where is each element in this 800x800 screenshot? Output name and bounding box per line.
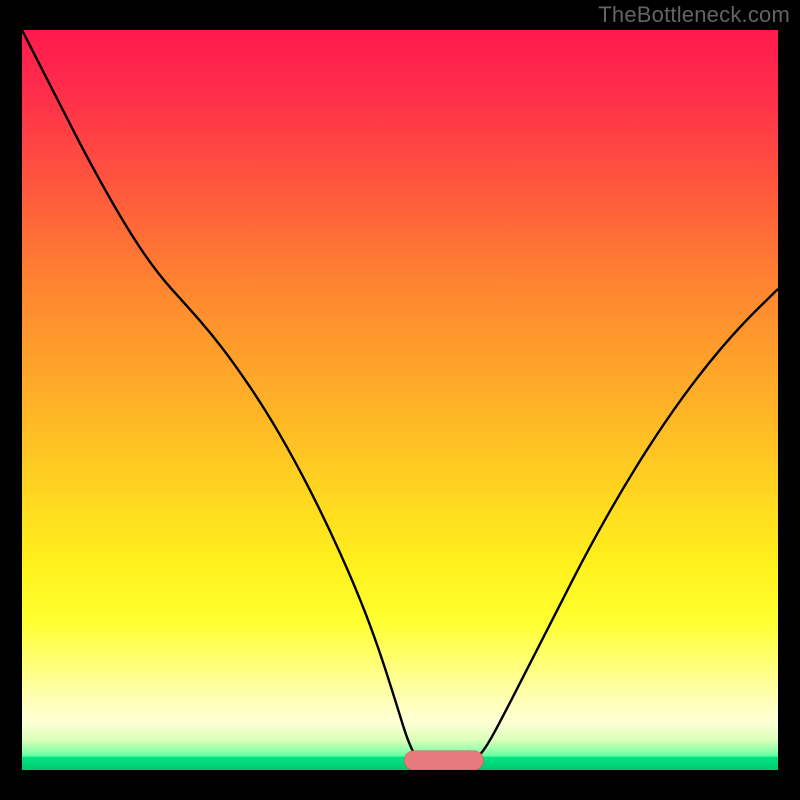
green-bottom-band bbox=[22, 757, 778, 770]
gradient-background bbox=[22, 30, 778, 770]
watermark-text: TheBottleneck.com bbox=[598, 2, 790, 28]
optimal-range-marker bbox=[404, 751, 483, 770]
bottleneck-chart bbox=[22, 30, 778, 770]
chart-frame: TheBottleneck.com bbox=[0, 0, 800, 800]
plot-area bbox=[22, 30, 778, 770]
